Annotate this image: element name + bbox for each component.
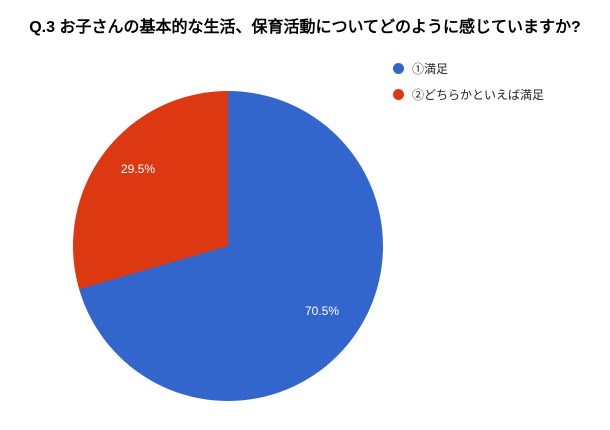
pie-chart <box>73 91 383 401</box>
chart-legend: ①満足 ②どちらかといえば満足 <box>393 60 544 112</box>
legend-item-satisfied: ①満足 <box>393 60 544 77</box>
legend-item-label: ①満足 <box>412 62 449 76</box>
legend-dot-icon <box>393 63 404 74</box>
legend-item-label: ②どちらかといえば満足 <box>412 88 545 102</box>
legend-item-somewhat-satisfied: ②どちらかといえば満足 <box>393 86 544 103</box>
slice-label-somewhat-satisfied: 29.5% <box>120 162 156 176</box>
slice-label-satisfied: 70.5% <box>304 304 340 318</box>
legend-dot-icon <box>393 89 404 100</box>
chart-title: Q.3 お子さんの基本的な生活、保育活動についてどのように感じていますか? <box>29 19 581 36</box>
